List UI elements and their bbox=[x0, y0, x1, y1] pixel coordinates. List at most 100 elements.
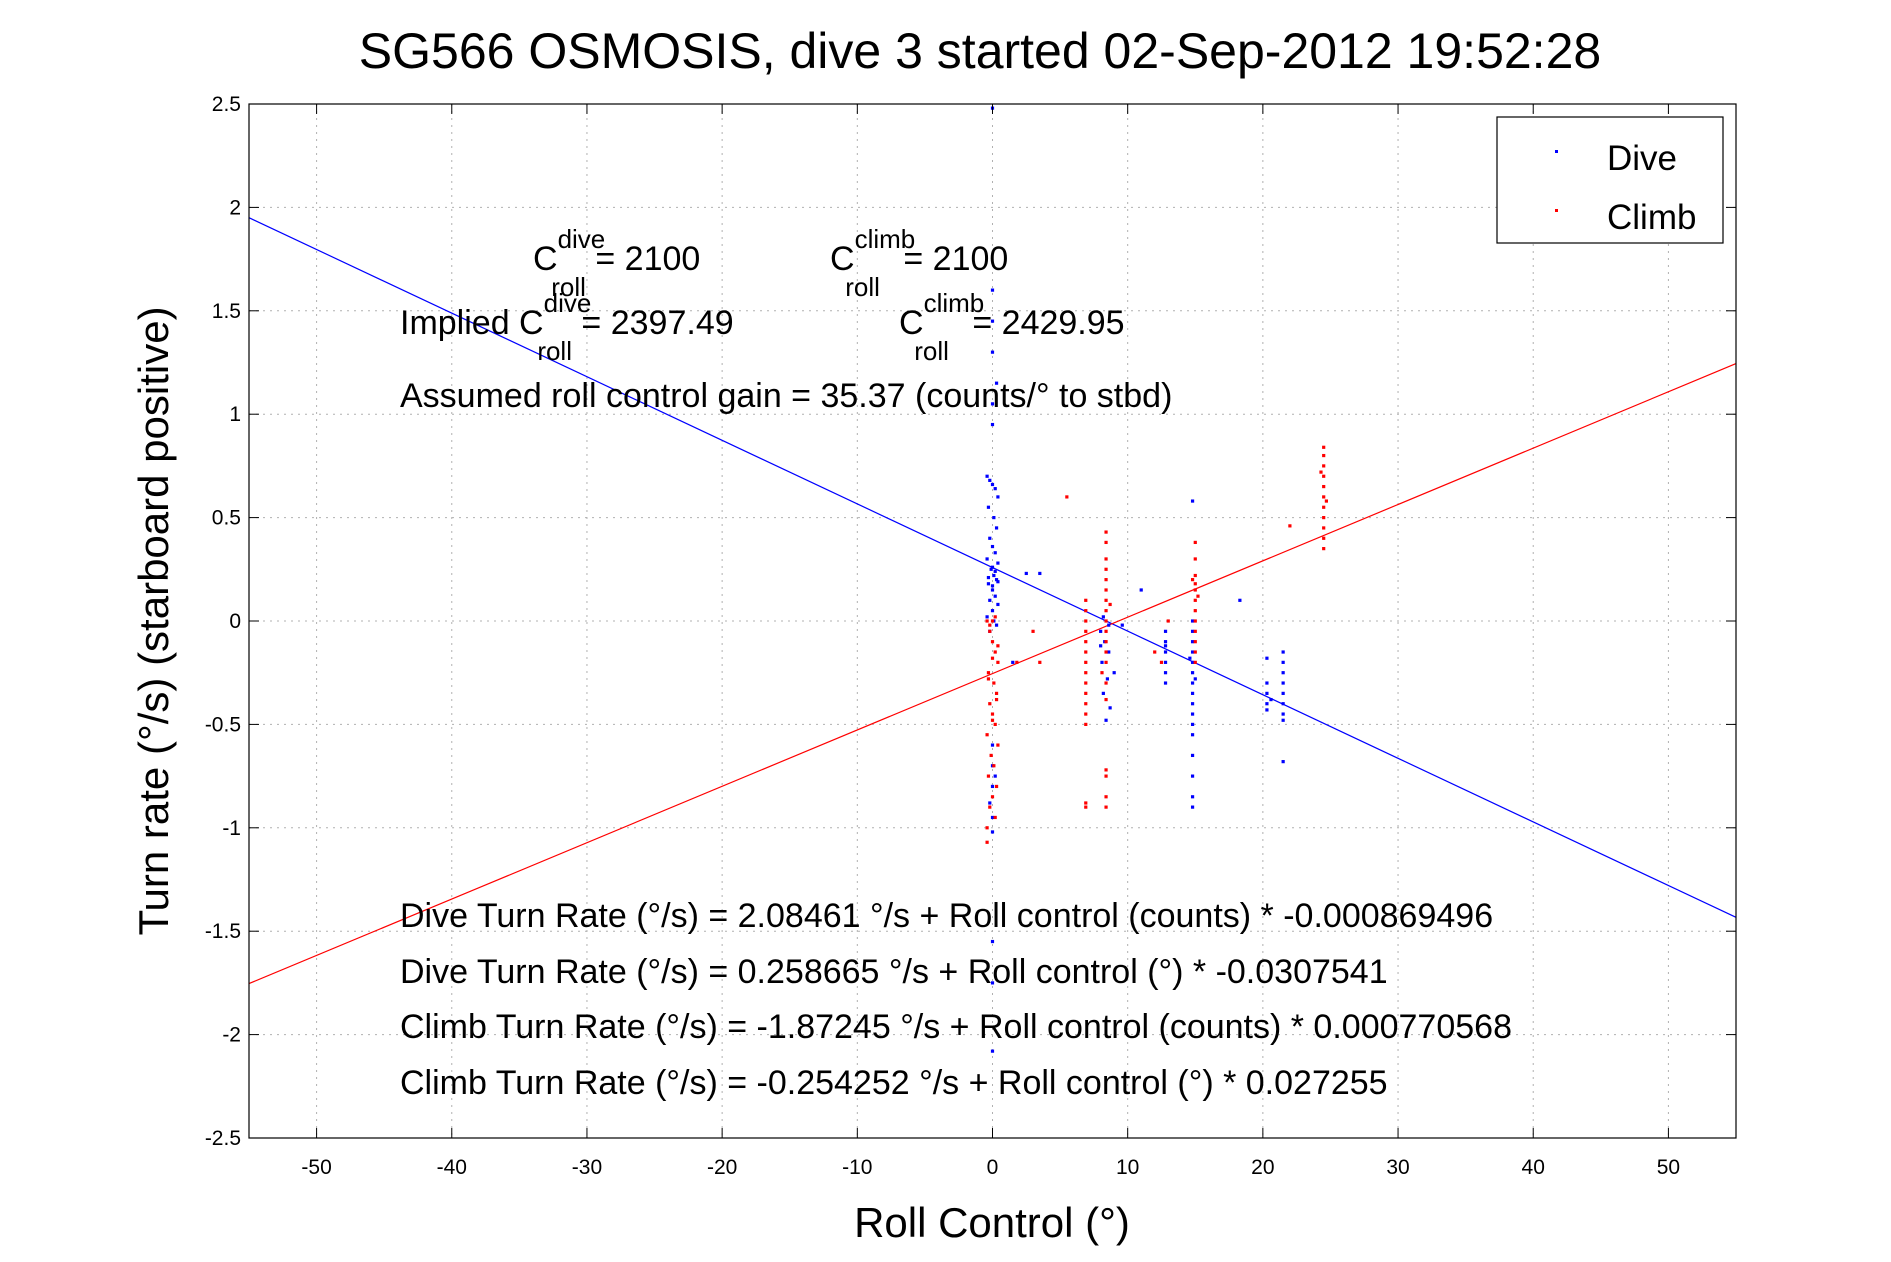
climb-point bbox=[1084, 640, 1088, 644]
climb-point bbox=[988, 623, 992, 627]
dive-point bbox=[1163, 681, 1168, 685]
legend-dive-marker bbox=[1555, 150, 1558, 153]
dive-point bbox=[1024, 571, 1028, 576]
dive-point bbox=[990, 350, 995, 354]
dive-point bbox=[1190, 712, 1195, 716]
y-tick-label: 0 bbox=[229, 610, 241, 633]
dive-point bbox=[1281, 718, 1285, 722]
climb-point bbox=[1193, 660, 1197, 664]
climb-point bbox=[1104, 795, 1108, 799]
climb-point bbox=[1319, 470, 1323, 474]
dive-point bbox=[992, 573, 996, 578]
dive-point bbox=[985, 474, 989, 478]
climb-point bbox=[1084, 671, 1088, 675]
climb-point bbox=[1104, 660, 1108, 664]
dive-point bbox=[1190, 640, 1195, 644]
x-tick-label: 20 bbox=[1251, 1156, 1274, 1179]
croll-dive-annotation: Cdive roll = 2100 bbox=[533, 224, 700, 302]
climb-point bbox=[990, 619, 995, 623]
dive-point bbox=[1190, 671, 1195, 675]
axis-ticks: -50 -40 -30 -20 -10 0 10 20 30 40 50 2.5 2 1.5 1 0.5 0 -0… bbox=[205, 93, 1736, 1179]
dive-point bbox=[990, 743, 995, 747]
dive-point bbox=[996, 580, 1000, 584]
climb-point bbox=[986, 677, 991, 681]
y-tick-label: -2 bbox=[222, 1024, 241, 1047]
dive-point bbox=[1190, 650, 1195, 654]
dive-point bbox=[1281, 702, 1285, 706]
dive-point bbox=[1101, 691, 1105, 695]
climb-point bbox=[1324, 499, 1328, 503]
dive-point bbox=[1190, 733, 1195, 737]
climb-point bbox=[1084, 629, 1088, 633]
dive-point bbox=[1099, 644, 1103, 648]
dive-point bbox=[1163, 640, 1168, 644]
climb-point bbox=[988, 702, 992, 706]
y-tick-label: -1.5 bbox=[205, 920, 241, 943]
x-tick-label: -30 bbox=[572, 1156, 602, 1179]
climb-point bbox=[994, 697, 999, 702]
climb-point bbox=[994, 691, 999, 695]
climb-point bbox=[1104, 609, 1108, 613]
climb-point bbox=[1104, 567, 1108, 571]
dive-point bbox=[993, 594, 997, 598]
dive-point bbox=[1190, 753, 1195, 758]
climb-point bbox=[992, 681, 996, 685]
dive-point bbox=[990, 584, 995, 588]
dive-point bbox=[994, 578, 999, 582]
climb-point bbox=[1193, 588, 1197, 592]
croll-annotations: Cdive roll = 2100 Cclimb roll = 2100 Impli… bbox=[400, 224, 1172, 415]
dive-point bbox=[1238, 598, 1242, 602]
dive-point bbox=[1190, 795, 1195, 799]
climb-point bbox=[985, 840, 989, 844]
climb-point bbox=[1104, 578, 1108, 582]
dive-point bbox=[1107, 623, 1111, 627]
legend: Dive Climb bbox=[1496, 116, 1724, 244]
climb-point bbox=[994, 784, 999, 789]
y-tick-label: 1 bbox=[229, 403, 241, 426]
dive-point bbox=[1163, 660, 1168, 664]
y-tick-label: -2.5 bbox=[205, 1127, 241, 1150]
dive-point bbox=[988, 478, 992, 482]
climb-point bbox=[993, 815, 997, 820]
climb-point bbox=[1322, 505, 1326, 509]
dive-point bbox=[1281, 650, 1285, 654]
dive-point bbox=[1190, 681, 1195, 685]
climb-point bbox=[1193, 557, 1197, 561]
climb-point bbox=[1322, 464, 1326, 468]
climb-point bbox=[1104, 697, 1108, 702]
climb-point bbox=[1108, 602, 1112, 607]
climb-point bbox=[993, 722, 997, 726]
dive-point bbox=[1190, 629, 1195, 633]
dive-point bbox=[1139, 588, 1143, 592]
dive-point bbox=[986, 505, 991, 509]
dive-point bbox=[1265, 656, 1269, 660]
dive-point bbox=[1190, 774, 1195, 778]
dive-point bbox=[988, 598, 992, 602]
x-tick-label: -10 bbox=[842, 1156, 872, 1179]
climb-point bbox=[1322, 495, 1326, 499]
dive-point bbox=[1107, 650, 1111, 654]
climb-point bbox=[1322, 484, 1326, 489]
climb-point bbox=[1159, 660, 1164, 664]
climb-point bbox=[996, 743, 1000, 747]
equation-line-3: Climb Turn Rate (°/s) = -1.87245 °/s + R… bbox=[400, 1008, 1512, 1046]
y-axis-label: Turn rate (°/s) (starboard positive) bbox=[130, 306, 177, 935]
climb-point bbox=[1038, 660, 1042, 664]
dive-point bbox=[990, 784, 995, 789]
dive-point bbox=[1265, 708, 1269, 712]
climb-point bbox=[1193, 582, 1197, 586]
dive-point bbox=[1101, 615, 1105, 619]
x-tick-label: 0 bbox=[987, 1156, 999, 1179]
y-tick-label: -0.5 bbox=[205, 713, 241, 736]
y-tick-label: 2.5 bbox=[212, 93, 241, 116]
gain-annotation: Assumed roll control gain = 35.37 (count… bbox=[400, 377, 1172, 415]
climb-point bbox=[1104, 540, 1108, 545]
climb-point bbox=[990, 640, 995, 644]
climb-point bbox=[1015, 660, 1019, 664]
climb-point bbox=[985, 826, 989, 830]
dive-point bbox=[993, 487, 997, 491]
climb-point bbox=[1322, 516, 1326, 520]
climb-point bbox=[1104, 774, 1108, 778]
dive-point bbox=[990, 1049, 995, 1053]
climb-point bbox=[1084, 660, 1088, 664]
